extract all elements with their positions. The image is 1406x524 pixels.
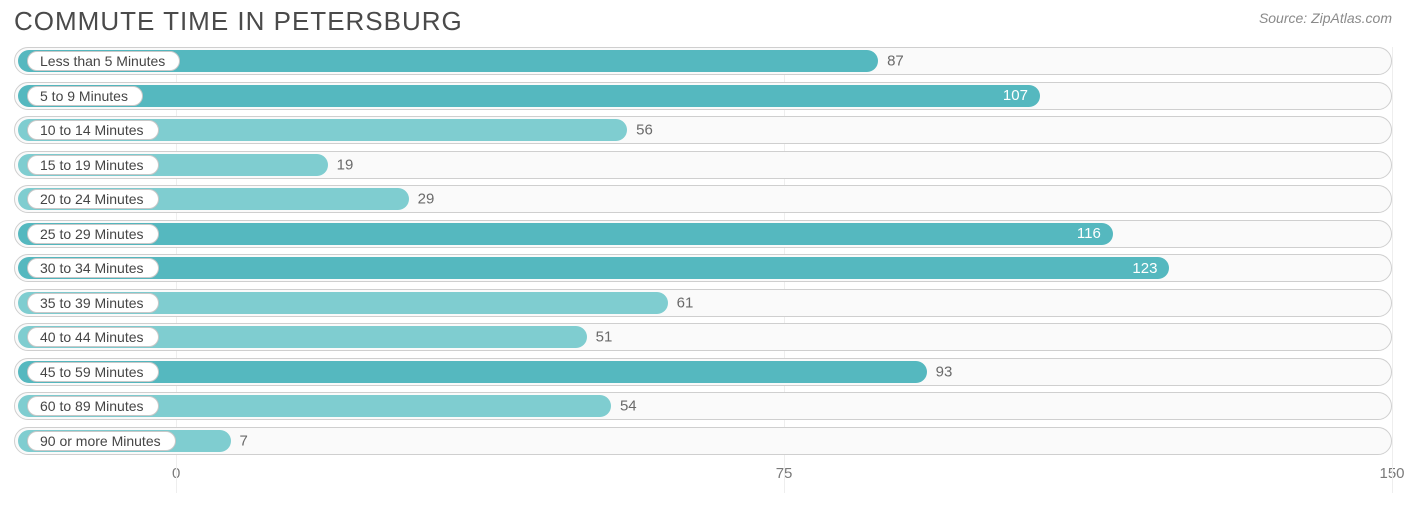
chart-header: COMMUTE TIME IN PETERSBURG Source: ZipAt… — [0, 0, 1406, 37]
bar-value: 51 — [596, 329, 613, 346]
gridline — [1392, 47, 1393, 493]
x-axis-tick: 150 — [1379, 465, 1404, 482]
chart-row: 116 25 to 29 Minutes — [14, 220, 1392, 248]
chart-row: 93 45 to 59 Minutes — [14, 358, 1392, 386]
chart-source: Source: ZipAtlas.com — [1259, 6, 1392, 26]
x-axis-tick: 0 — [172, 465, 180, 482]
category-pill: 60 to 89 Minutes — [27, 396, 159, 416]
bar-value: 29 — [418, 191, 435, 208]
bar-value: 7 — [240, 432, 248, 449]
source-prefix: Source: — [1259, 10, 1311, 26]
category-pill: 15 to 19 Minutes — [27, 155, 159, 175]
bar-value: 93 — [936, 363, 953, 380]
bar-value: 19 — [337, 156, 354, 173]
chart-title: COMMUTE TIME IN PETERSBURG — [14, 6, 463, 37]
chart-row: 7 90 or more Minutes — [14, 427, 1392, 455]
bar-value: 107 — [1003, 87, 1028, 104]
chart-row: 87 Less than 5 Minutes — [14, 47, 1392, 75]
x-axis-tick: 75 — [776, 465, 793, 482]
chart-bar: 116 — [18, 223, 1113, 245]
chart-row: 123 30 to 34 Minutes — [14, 254, 1392, 282]
category-pill: 35 to 39 Minutes — [27, 293, 159, 313]
chart-row: 19 15 to 19 Minutes — [14, 151, 1392, 179]
category-pill: 20 to 24 Minutes — [27, 189, 159, 209]
bar-value: 116 — [1077, 225, 1101, 242]
bar-value: 56 — [636, 122, 653, 139]
bar-value: 54 — [620, 398, 637, 415]
chart-row: 107 5 to 9 Minutes — [14, 82, 1392, 110]
chart-area: 87 Less than 5 Minutes 107 5 to 9 Minutes 56… — [14, 47, 1392, 493]
bar-value: 123 — [1132, 260, 1157, 277]
chart-bar: 107 — [18, 85, 1040, 107]
chart-row: 29 20 to 24 Minutes — [14, 185, 1392, 213]
category-pill: 25 to 29 Minutes — [27, 224, 159, 244]
chart-bar: 123 — [18, 257, 1169, 279]
bar-value: 87 — [887, 53, 904, 70]
x-axis: 075150 — [14, 461, 1392, 493]
category-pill: Less than 5 Minutes — [27, 51, 180, 71]
category-pill: 5 to 9 Minutes — [27, 86, 143, 106]
chart-row: 54 60 to 89 Minutes — [14, 392, 1392, 420]
source-name: ZipAtlas.com — [1311, 10, 1392, 26]
bar-value: 61 — [677, 294, 694, 311]
category-pill: 30 to 34 Minutes — [27, 258, 159, 278]
category-pill: 10 to 14 Minutes — [27, 120, 159, 140]
chart-row: 51 40 to 44 Minutes — [14, 323, 1392, 351]
chart-row: 56 10 to 14 Minutes — [14, 116, 1392, 144]
chart-row: 61 35 to 39 Minutes — [14, 289, 1392, 317]
category-pill: 45 to 59 Minutes — [27, 362, 159, 382]
category-pill: 90 or more Minutes — [27, 431, 176, 451]
chart-rows: 87 Less than 5 Minutes 107 5 to 9 Minutes 56… — [14, 47, 1392, 455]
category-pill: 40 to 44 Minutes — [27, 327, 159, 347]
